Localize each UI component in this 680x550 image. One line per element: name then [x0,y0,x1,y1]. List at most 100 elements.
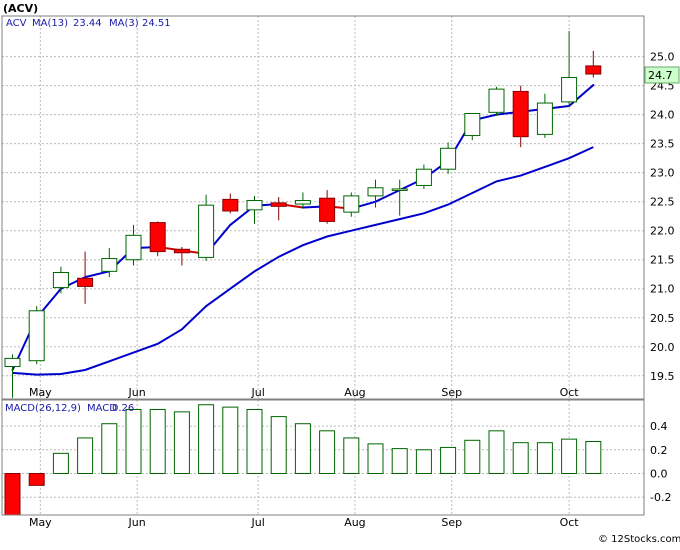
candle-body [440,147,457,170]
legend-ma3-value: 24.51 [142,18,171,29]
macd-bar [343,437,360,475]
candle-body [343,195,360,213]
month-label: Jul [250,386,264,399]
candle-body [415,168,432,186]
month-label: Sep [441,386,462,399]
macd-month-label: Jul [250,516,264,529]
price-tick-label: 25.0 [650,51,675,64]
candle-body [294,200,311,205]
month-label: Oct [560,386,580,399]
macd-bar [319,430,336,475]
month-axis: May May Jun Jun Jul Jul Aug Aug Sep Sep Oct Oct [29,386,579,529]
price-tick-label: 20.5 [650,312,675,325]
macd-tick-label: -0.2 [650,491,671,504]
macd-month-label: Jun [128,516,146,529]
price-panel-border [1,15,645,400]
macd-month-label: Sep [441,516,462,529]
macd-legend-name: MACD [87,403,117,414]
candle-body [585,65,602,75]
candle-body [149,222,166,253]
candle-body [488,88,505,113]
macd-bar [561,438,578,475]
macd-bar [512,442,529,475]
candle-body [77,277,94,287]
macd-histogram [4,404,602,516]
price-tick-label: 21.0 [650,283,675,296]
legend-ticker: ACV [6,18,27,29]
macd-bar [536,442,553,475]
last-price-badge [644,66,680,84]
candle-body [536,102,553,135]
macd-bar [440,446,457,475]
legend-ma13-label: MA(13) [32,18,68,29]
macd-bar [415,449,432,475]
macd-tick-label: 0.0 [650,468,668,481]
macd-axis: -0.2 0.0 0.2 0.4 [650,420,671,504]
month-label: Jun [128,386,146,399]
macd-bar [270,416,287,475]
month-label: May [29,386,52,399]
candle-body [246,200,263,211]
macd-panel-border [1,399,645,516]
macd-bar [222,406,239,475]
price-tick-label: 23.5 [650,138,675,151]
ma3-segment [84,270,111,279]
macd-bar [488,430,505,475]
legend-ma3-label: MA(3) [109,18,139,29]
credit-text: © 12Stocks.com [598,534,680,545]
macd-bar [391,448,408,475]
price-tick-label: 22.5 [650,196,675,209]
candlestick-series [4,31,602,398]
candle-body [561,77,578,103]
macd-month-label: May [29,516,52,529]
month-label: Aug [344,386,365,399]
candle-body [367,187,384,197]
legend-ma13-value: 23.44 [73,18,102,29]
candle-body [4,357,21,368]
candle-body [28,310,45,362]
macd-legend-label: MACD(26,12,9) [5,403,81,414]
macd-bar [77,437,94,475]
macd-bar [585,440,602,475]
candle-body [391,188,408,191]
macd-bar [464,439,481,475]
macd-bar [198,404,215,475]
candle-body [52,271,69,289]
macd-tick-label: 0.2 [650,444,668,457]
macd-tick-label: 0.4 [650,420,668,433]
macd-month-label: Oct [560,516,580,529]
price-tick-label: 20.0 [650,341,675,354]
price-tick-label: 24.0 [650,109,675,122]
candle-body [464,112,481,137]
macd-bar [294,423,311,475]
chart-title: (ACV) [3,2,38,15]
candle-body [101,258,118,272]
macd-bar [101,423,118,475]
macd-bar [4,473,21,516]
candle-body [173,248,190,254]
last-price-label: 24.7 [648,69,673,82]
price-tick-label: 22.0 [650,225,675,238]
macd-bar [246,408,263,475]
macd-bar [28,473,45,486]
price-tick-label: 23.0 [650,167,675,180]
candle-body [319,197,336,222]
ma3-segment [568,84,595,107]
macd-bar [149,408,166,475]
candle-body [198,204,215,258]
macd-month-label: Aug [344,516,365,529]
price-tick-label: 21.5 [650,254,675,267]
ma3-segment [374,189,401,203]
ma13-line [12,146,594,376]
ma13-path [12,146,594,376]
candle-body [270,202,287,207]
price-tick-label: 19.5 [650,370,675,383]
macd-bar [173,411,190,475]
macd-bar [52,452,69,475]
macd-bar [125,408,142,475]
macd-bar [367,443,384,475]
candle-body [512,90,529,138]
candle-body [125,234,142,261]
